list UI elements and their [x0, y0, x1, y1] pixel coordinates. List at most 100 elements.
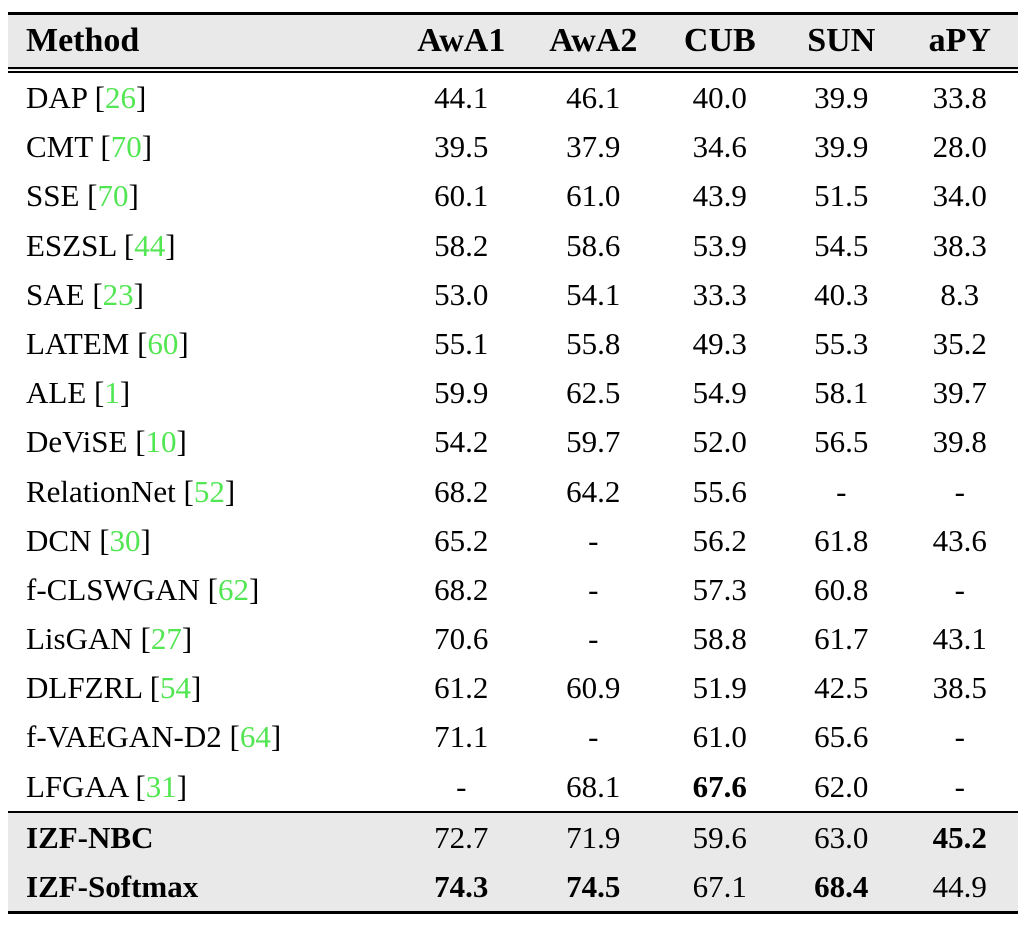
value-cell: -: [588, 621, 599, 657]
column-header-apy: aPY: [901, 13, 1018, 73]
value-cell: 35.2: [932, 325, 987, 361]
value-cell: 39.5: [434, 129, 489, 165]
value-cell: 54.9: [692, 375, 747, 411]
value-cell: 61.7: [814, 621, 869, 657]
method-cell: SSE [70]: [26, 178, 139, 214]
citation-number: 10: [145, 424, 177, 460]
value-cell: 64.2: [566, 473, 621, 509]
method-name: ALE: [26, 375, 87, 411]
method-name: CMT: [26, 129, 93, 165]
method-cell: IZF-Softmax: [8, 862, 395, 913]
value-cell: 43.1: [932, 621, 987, 657]
method-name: LFGAA: [26, 768, 128, 804]
method-cell: SAE [23]: [26, 276, 144, 312]
table-row: IZF-Softmax 74.3 74.5 67.1 68.4 44.9: [8, 862, 1018, 913]
value-cell: 38.3: [932, 227, 987, 263]
citation-number: 62: [218, 571, 249, 607]
method-cell: IZF-NBC: [8, 810, 395, 862]
table-row: DCN [30] 65.2 - 56.2 61.8 43.6: [8, 516, 1018, 565]
value-cell: 68.2: [434, 473, 489, 509]
value-cell: 8.3: [940, 276, 980, 312]
method-name: LATEM: [26, 325, 130, 361]
value-cell: 63.0: [781, 810, 902, 862]
value-cell: 56.5: [814, 424, 869, 460]
paper-table-container: Method AwA1 AwA2 CUB SUN aPY DAP [26] 44.1 46.1…: [8, 12, 1018, 915]
method-cell: f-CLSWGAN [62]: [26, 571, 260, 607]
value-cell: 72.7: [394, 810, 529, 862]
value-cell: 62.0: [814, 768, 869, 804]
table-row: DLFZRL [54] 61.2 60.9 51.9 42.5 38.5: [8, 663, 1018, 712]
value-cell: 43.9: [692, 178, 747, 214]
value-cell: 54.5: [814, 227, 869, 263]
method-cell: CMT [70]: [26, 129, 153, 165]
value-cell: 55.6: [692, 473, 747, 509]
table-row: SAE [23] 53.0 54.1 33.3 40.3 8.3: [8, 270, 1018, 319]
method-name: ESZSL: [26, 227, 117, 263]
value-cell: 39.8: [932, 424, 987, 460]
value-cell: 40.0: [692, 80, 747, 115]
table-row: LFGAA [31] - 68.1 67.6 62.0 -: [8, 762, 1018, 812]
table-row: f-CLSWGAN [62] 68.2 - 57.3 60.8 -: [8, 565, 1018, 614]
citation-number: 27: [150, 621, 182, 657]
citation-number: 70: [110, 129, 142, 165]
value-cell: 57.3: [692, 571, 747, 607]
value-cell: 65.2: [434, 522, 489, 558]
method-cell: ESZSL [44]: [26, 227, 176, 263]
value-cell: 68.2: [434, 571, 489, 607]
method-name: RelationNet: [26, 473, 176, 509]
value-cell: -: [588, 522, 599, 558]
table-row: IZF-NBC 72.7 71.9 59.6 63.0 45.2: [8, 810, 1018, 862]
column-header-method: Method: [8, 13, 395, 73]
column-header-sun: SUN: [781, 13, 902, 73]
method-name: DCN: [26, 522, 92, 558]
citation-number: 23: [102, 276, 134, 312]
results-table: Method AwA1 AwA2 CUB SUN aPY DAP [26] 44.1 46.1…: [8, 12, 1018, 915]
method-cell: LFGAA [31]: [26, 768, 188, 804]
table-row: ALE [1] 59.9 62.5 54.9 58.1 39.7: [8, 368, 1018, 417]
value-cell: 61.8: [814, 522, 869, 558]
value-cell: 39.9: [814, 80, 869, 115]
value-cell: 53.9: [692, 227, 747, 263]
value-cell: 71.9: [528, 810, 659, 862]
value-cell: 60.8: [814, 571, 869, 607]
column-header-cub: CUB: [658, 13, 782, 73]
method-name: f-CLSWGAN: [26, 571, 200, 607]
value-cell: 68.1: [566, 768, 621, 804]
value-cell: 49.3: [692, 325, 747, 361]
method-cell: LATEM [60]: [26, 325, 189, 361]
citation-number: 44: [134, 227, 166, 263]
citation-number: 64: [239, 719, 271, 755]
value-cell: 59.9: [434, 375, 489, 411]
value-cell: 68.4: [781, 862, 902, 913]
value-cell: 58.1: [814, 375, 869, 411]
method-name: SSE: [26, 178, 80, 214]
table-row: LATEM [60] 55.1 55.8 49.3 55.3 35.2: [8, 319, 1018, 368]
value-cell: -: [456, 768, 467, 804]
table-row: LisGAN [27] 70.6 - 58.8 61.7 43.1: [8, 614, 1018, 663]
method-name: IZF-NBC: [26, 819, 154, 855]
table-row: DeViSE [10] 54.2 59.7 52.0 56.5 39.8: [8, 417, 1018, 466]
method-cell: DCN [30]: [26, 522, 151, 558]
value-cell: 33.8: [932, 80, 987, 115]
value-cell: 44.1: [434, 80, 489, 115]
method-cell: ALE [1]: [26, 375, 131, 411]
column-header-awa2: AwA2: [528, 13, 659, 73]
method-name: f-VAEGAN-D2: [26, 719, 222, 755]
method-cell: DAP [26]: [26, 80, 147, 115]
value-cell: 67.1: [658, 862, 782, 913]
table-row: SSE [70] 60.1 61.0 43.9 51.5 34.0: [8, 171, 1018, 220]
method-name: LisGAN: [26, 621, 133, 657]
method-cell: DLFZRL [54]: [26, 670, 202, 706]
value-cell: 71.1: [434, 719, 489, 755]
value-cell: 61.0: [692, 719, 747, 755]
value-cell: 52.0: [692, 424, 747, 460]
value-cell: -: [954, 571, 965, 607]
value-cell: 60.9: [566, 670, 621, 706]
citation-number: 1: [104, 375, 120, 411]
citation-number: 60: [147, 325, 179, 361]
method-cell: LisGAN [27]: [26, 621, 193, 657]
value-cell: 40.3: [814, 276, 869, 312]
value-cell: 37.9: [566, 129, 621, 165]
value-cell: 33.3: [692, 276, 747, 312]
citation-number: 26: [104, 80, 136, 115]
